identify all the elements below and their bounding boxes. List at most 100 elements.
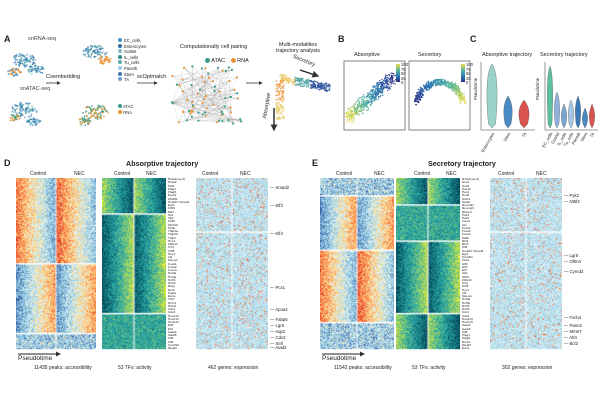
snatac-label: snATAC-seq bbox=[20, 86, 51, 92]
tf-name: Foxa3 bbox=[462, 232, 471, 237]
tf-name: Spdef bbox=[462, 199, 471, 204]
gene-label: — Apoa4 bbox=[270, 307, 288, 312]
rna-dot-icon bbox=[230, 58, 236, 64]
cell-type-legend: EC_cells Enterocytes Goblet IL_cells Tu_cell… bbox=[118, 38, 146, 83]
tf-name: Rxra bbox=[168, 287, 175, 292]
e-peaks-heatmap bbox=[320, 178, 394, 350]
gene-label: — Sell bbox=[270, 341, 283, 346]
tf-name: Tcfl5 bbox=[462, 284, 469, 289]
tf-name: Nfe2l2 bbox=[462, 342, 471, 347]
tf-name: Nr2f1 bbox=[462, 303, 470, 308]
tf-name: Nfe2l2 bbox=[168, 346, 177, 350]
tf-name: Tcf4 bbox=[168, 245, 174, 250]
b-sec-cbar-ticks: 100 75 50 25 0 bbox=[466, 62, 473, 86]
tf-name: Plagl1 bbox=[168, 190, 177, 194]
coembedding-umap-icon bbox=[82, 44, 112, 65]
legend-dot-icon bbox=[118, 38, 122, 42]
e-nec-genes: NEC bbox=[536, 171, 547, 177]
panel-c-label: C bbox=[470, 34, 477, 44]
snrna-label: snRNA-seq bbox=[28, 36, 57, 42]
atac-dot-icon bbox=[205, 58, 210, 64]
trajectory-plot-icon bbox=[275, 73, 331, 120]
tf-name: Elf3 bbox=[462, 264, 468, 269]
c-secretory-violins bbox=[547, 65, 595, 129]
c-absorptive-violins bbox=[486, 63, 530, 129]
tf-name: Hoxb13 bbox=[462, 320, 473, 324]
tf-name: Klf5 bbox=[462, 329, 468, 334]
tf-name: Rreb1 bbox=[168, 193, 177, 198]
cell-type-legend-item: IL_cells bbox=[118, 54, 146, 61]
e-control-tfs: Control bbox=[414, 171, 431, 177]
tf-name: Nr4a2 bbox=[168, 180, 177, 185]
gene-label: — Cyrnd3 bbox=[564, 269, 584, 274]
cell-type-legend-item: EC_cells bbox=[118, 38, 146, 44]
tf-name: Gata4 bbox=[168, 329, 177, 334]
tf-name: Hes1 bbox=[462, 190, 470, 194]
gene-label: — Lgr5 bbox=[270, 323, 285, 328]
tf-name: Tfap2a bbox=[168, 229, 178, 233]
d-foot-tfs: 53 TFs: activity bbox=[118, 365, 152, 371]
tf-name: Foxa2 bbox=[462, 229, 471, 233]
d-nec-tfs: NEC bbox=[146, 171, 157, 177]
tf-name: Mecom bbox=[168, 258, 179, 263]
tf-name: Klf4 bbox=[168, 336, 174, 341]
gene-label: — Atf4 bbox=[564, 335, 577, 340]
modality-legend: ATAC RNA bbox=[118, 104, 133, 115]
pairing-title: Computationally cell pairing bbox=[180, 44, 248, 50]
tf-name: Isl1 bbox=[462, 222, 467, 227]
legend-dot-icon bbox=[118, 43, 122, 48]
e-pseudotime-label: Pseudotime bbox=[322, 355, 357, 362]
snrna-umap-icon bbox=[7, 53, 45, 77]
e-control-peaks: Control bbox=[336, 171, 353, 177]
e-tfs-heatmap bbox=[396, 178, 460, 350]
tf-name: Klf5 bbox=[168, 339, 174, 344]
tf-name: Pax6 bbox=[462, 216, 470, 220]
tf-name: Hes6 bbox=[462, 193, 470, 198]
panel-a-label: A bbox=[4, 34, 11, 44]
d-control-peaks: Control bbox=[30, 171, 47, 177]
tf-name: Klf16 bbox=[168, 219, 176, 224]
legend-dot-icon bbox=[118, 77, 122, 82]
tf-name: Cdx1 bbox=[168, 307, 176, 311]
tf-name: Klf4 bbox=[462, 245, 468, 250]
tf-name: Tcfl5 bbox=[168, 248, 175, 253]
tf-name: Ppara bbox=[168, 290, 177, 295]
cell-type-legend-item: TA bbox=[118, 77, 146, 83]
tf-name: Atf6 bbox=[462, 261, 468, 266]
d-nec-genes: NEC bbox=[240, 171, 251, 177]
tf-name: Foxa1 bbox=[168, 261, 177, 266]
tf-name: Nr4a1(var.2) bbox=[462, 178, 480, 181]
tf-name: Nr4a1(var.2) bbox=[168, 178, 186, 181]
d-genes-heatmap bbox=[196, 178, 268, 350]
gene-label: — Pann2 bbox=[564, 323, 582, 328]
tf-name: Klf15 bbox=[168, 206, 176, 211]
b-sec-colorbar bbox=[461, 64, 465, 82]
gene-label: — Pyk2 bbox=[564, 193, 580, 198]
tf-name: Nr2f2 bbox=[168, 281, 176, 285]
gene-label: — Atad2 bbox=[270, 345, 287, 350]
tf-name: Nr2c1 bbox=[168, 300, 177, 305]
tf-name: Egr1 bbox=[168, 203, 175, 207]
tf-name: Smad3::Smad4 bbox=[168, 199, 190, 204]
tf-name: Sox12 bbox=[462, 186, 471, 191]
gene-label: — Smad2 bbox=[270, 185, 290, 190]
tf-name: Gfi1b bbox=[462, 274, 470, 279]
e-title: Secretory trajectory bbox=[428, 159, 496, 168]
legend-dot-icon bbox=[118, 54, 122, 59]
tf-name: Egr1 bbox=[462, 251, 469, 256]
d-foot-genes: 462 genes: expression bbox=[208, 365, 259, 371]
gene-label: — Cdx2 bbox=[270, 335, 286, 340]
tf-name: Gata6 bbox=[168, 333, 177, 337]
tf-name: Mecom bbox=[462, 294, 473, 298]
e-genes-heatmap bbox=[490, 178, 562, 350]
gene-label: — Olfm4 bbox=[564, 259, 581, 264]
tf-name: Rfx6 bbox=[462, 238, 469, 243]
e-foot-peaks: 11542 peaks: accessibility bbox=[334, 365, 392, 371]
cell-type-legend-item: Paneth bbox=[118, 66, 146, 72]
cell-type-legend-item: Tu_cells bbox=[118, 60, 146, 66]
d-gene-labels: — Smad2— Elf3— Klf4— Pcx1— Apoa4— Fabp6—… bbox=[270, 178, 300, 350]
d-foot-peaks: 11435 peaks: accessibility bbox=[34, 365, 92, 371]
